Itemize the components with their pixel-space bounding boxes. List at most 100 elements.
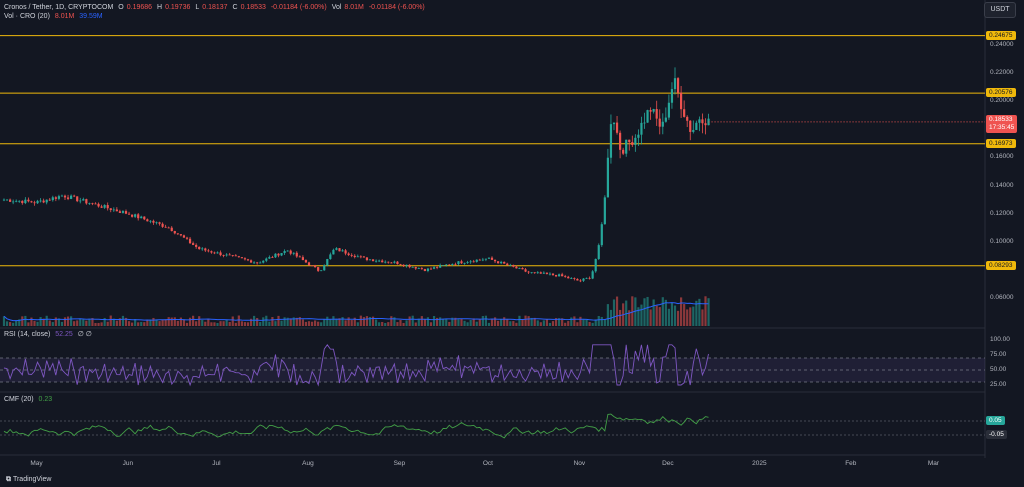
volume-bar	[597, 315, 600, 326]
volume-bar	[210, 322, 213, 326]
volume-bar	[381, 321, 384, 326]
volume-bar	[18, 319, 21, 326]
volume-bar	[66, 316, 70, 326]
rsi-tick-label: 50.00	[990, 366, 1007, 373]
volume-bar	[472, 318, 475, 326]
volume-bar	[91, 318, 94, 326]
candle-body	[600, 224, 603, 246]
candle-body	[625, 139, 628, 154]
candle-body	[399, 264, 402, 265]
volume-bar	[561, 318, 564, 326]
candle-body	[201, 248, 204, 250]
cmf-label[interactable]: CMF (20)	[4, 396, 34, 403]
volume-bar	[390, 316, 393, 326]
volume-bar	[12, 322, 15, 326]
candle-body	[140, 216, 143, 219]
candle-body	[686, 116, 689, 121]
candle-body	[204, 248, 207, 251]
candle-body	[442, 265, 445, 266]
candle-body	[356, 256, 359, 258]
candle-body	[378, 260, 381, 262]
volume-bar	[701, 309, 704, 326]
x-tick-label: Dec	[662, 460, 674, 467]
candle-body	[445, 264, 448, 266]
candle-body	[12, 201, 15, 203]
cmf-legend: CMF (20) 0.23	[4, 396, 55, 403]
volume-bar	[243, 322, 247, 326]
candle-body	[274, 253, 277, 258]
close-label: C	[232, 4, 238, 11]
candle-body	[570, 278, 573, 280]
volume-bar	[475, 321, 478, 326]
symbol-title[interactable]: Cronos / Tether, 1D, CRYPTOCOM	[4, 4, 114, 11]
volume-bar	[469, 319, 472, 326]
candle-body	[405, 264, 408, 266]
currency-button[interactable]: USDT	[984, 2, 1016, 18]
candle-body	[515, 266, 518, 269]
candle-body	[539, 272, 542, 274]
volume-bar	[137, 322, 140, 326]
candle-body	[536, 272, 539, 274]
candle-body	[689, 120, 692, 132]
volume-bar	[460, 318, 463, 326]
volume-bar	[478, 319, 481, 326]
level-label: 0.16973	[986, 138, 1016, 148]
x-tick-label: 2025	[752, 460, 767, 467]
volume-bar	[335, 319, 338, 326]
candle-body	[188, 238, 192, 244]
volume-indicator-label[interactable]: Vol · CRO (20)	[4, 13, 50, 20]
candle-body	[500, 261, 503, 264]
volume-bar	[109, 315, 112, 326]
candle-body	[283, 251, 286, 254]
tradingview-logo[interactable]: ⧉ TradingView	[6, 476, 51, 484]
volume-bar	[301, 319, 304, 326]
volume-bar	[70, 316, 73, 326]
volume-bar	[658, 307, 661, 326]
volume-bar	[42, 318, 45, 326]
candle-body	[253, 262, 256, 264]
volume-bar	[497, 320, 500, 326]
candle-body	[124, 211, 128, 214]
candle-body	[298, 256, 301, 258]
candle-body	[155, 222, 158, 224]
volume-bar	[131, 322, 134, 326]
volume-bar	[161, 319, 164, 326]
candle-body	[103, 205, 106, 208]
volume-bar	[277, 315, 280, 326]
candle-body	[359, 256, 362, 258]
candle-body	[42, 200, 45, 203]
candle-body	[137, 214, 140, 219]
candle-body	[338, 248, 341, 252]
low-label: L	[195, 4, 200, 11]
volume-bar	[2, 316, 6, 326]
tv-logo-icon: ⧉	[6, 476, 13, 483]
volume-bar	[628, 310, 631, 326]
candle-body	[390, 262, 393, 264]
close-value: 0.18533	[240, 4, 266, 11]
volume-bar	[558, 318, 561, 326]
candle-body	[503, 261, 506, 264]
candle-body	[320, 270, 323, 272]
volume-bar	[124, 317, 128, 326]
candle-body	[240, 257, 243, 259]
volume-bar	[298, 317, 301, 326]
volume-bar	[680, 297, 683, 326]
volume-bar	[426, 317, 430, 326]
volume-bar	[405, 320, 408, 326]
rsi-label[interactable]: RSI (14, close)	[4, 331, 51, 338]
cmf-tick-label: 0.05	[986, 416, 1005, 425]
candle-body	[661, 121, 664, 127]
candle-body	[640, 122, 643, 135]
volume-bar	[97, 322, 100, 326]
candle-body	[335, 248, 338, 250]
volume-bar	[463, 320, 466, 326]
vol-change: -0.01184 (-6.00%)	[368, 4, 425, 11]
x-tick-label: Jul	[212, 460, 221, 467]
volume-bar	[213, 322, 216, 326]
volume-bar	[637, 307, 640, 326]
candle-body	[615, 122, 619, 133]
volume-bar	[396, 322, 399, 326]
volume-bar	[182, 319, 186, 326]
volume-bar	[164, 319, 167, 326]
